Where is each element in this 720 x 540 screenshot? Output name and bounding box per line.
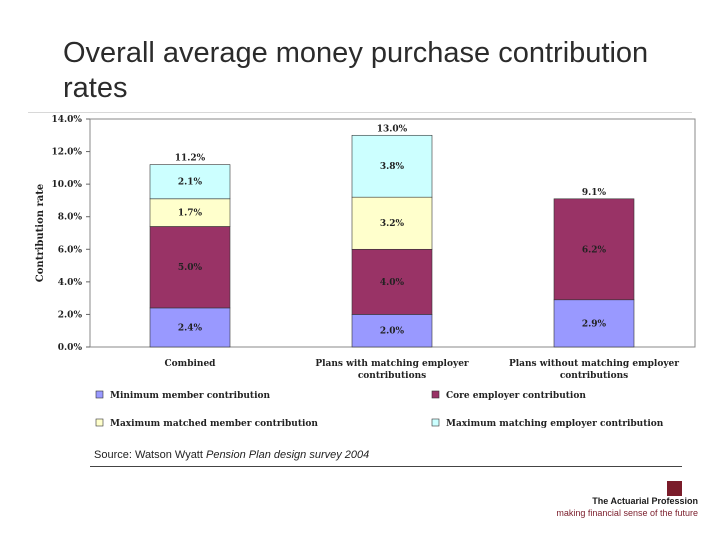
source-note: Source: Watson Wyatt Pension Plan design… <box>94 449 369 461</box>
legend-swatch <box>431 390 440 399</box>
legend-swatch <box>95 418 104 427</box>
source-italic: Pension Plan design survey 2004 <box>205 449 370 461</box>
legend-swatch <box>431 418 440 427</box>
logo-square <box>667 481 682 496</box>
segment-data-label: 2.1% <box>178 178 203 188</box>
legend-label: Maximum matched member contribution <box>110 419 318 429</box>
bar-segment <box>351 134 433 198</box>
bar-segment <box>553 299 635 348</box>
legend-swatch <box>95 390 104 399</box>
total-data-label: 11.2% <box>175 154 206 164</box>
y-tick-label: 10.0% <box>52 180 83 190</box>
total-data-label: 13.0% <box>377 124 408 134</box>
bar-segment <box>351 314 433 348</box>
legend-label: Minimum member contribution <box>110 391 270 401</box>
stacked-bar-chart: 0.0% 2.0% 4.0% 6.0% 8.0% 10.0% 12.0% 14.0% Contr… <box>35 115 696 429</box>
category-label: contributions <box>560 371 628 381</box>
segment-data-label: 3.2% <box>380 219 405 229</box>
bar-segment <box>149 307 231 348</box>
category-label: contributions <box>358 371 426 381</box>
legend-label: Core employer contribution <box>446 391 586 401</box>
y-axis-title: Contribution rate <box>35 184 46 282</box>
category-label: Combined <box>165 359 217 369</box>
y-tick-label: 8.0% <box>58 213 83 223</box>
bar-segment <box>351 196 433 250</box>
segment-data-label: 2.4% <box>178 323 203 333</box>
y-tick-label: 6.0% <box>58 245 83 255</box>
segment-data-label: 6.2% <box>582 245 607 255</box>
bar-segment <box>149 198 231 227</box>
title-divider <box>28 112 692 113</box>
bar-segment <box>351 248 433 315</box>
category-label: Plans without matching employer <box>509 359 679 369</box>
y-tick-label: 12.0% <box>52 148 83 158</box>
segment-data-label: 4.0% <box>380 278 405 288</box>
category-label: Plans with matching employer <box>315 359 469 369</box>
bar-segment <box>149 164 231 200</box>
y-tick-label: 0.0% <box>58 343 83 353</box>
bar-segment <box>149 226 231 309</box>
segment-data-label: 3.8% <box>380 162 405 172</box>
footer-divider <box>90 466 682 467</box>
segment-data-label: 1.7% <box>178 209 203 219</box>
logo-name: The Actuarial Profession <box>592 496 698 506</box>
logo-tagline: making financial sense of the future <box>556 508 698 518</box>
y-tick-label: 14.0% <box>52 115 83 125</box>
segment-data-label: 2.9% <box>582 319 607 329</box>
segment-data-label: 2.0% <box>380 327 405 337</box>
total-data-label: 9.1% <box>582 188 607 198</box>
slide-title: Overall average money purchase contribut… <box>63 37 649 104</box>
source-prefix: Source: Watson Wyatt <box>94 449 206 461</box>
y-tick-label: 2.0% <box>58 310 83 320</box>
segment-data-label: 5.0% <box>178 263 203 273</box>
legend-label: Maximum matching employer contribution <box>446 419 664 429</box>
bar-segment <box>553 198 635 301</box>
y-tick-label: 4.0% <box>58 278 83 288</box>
